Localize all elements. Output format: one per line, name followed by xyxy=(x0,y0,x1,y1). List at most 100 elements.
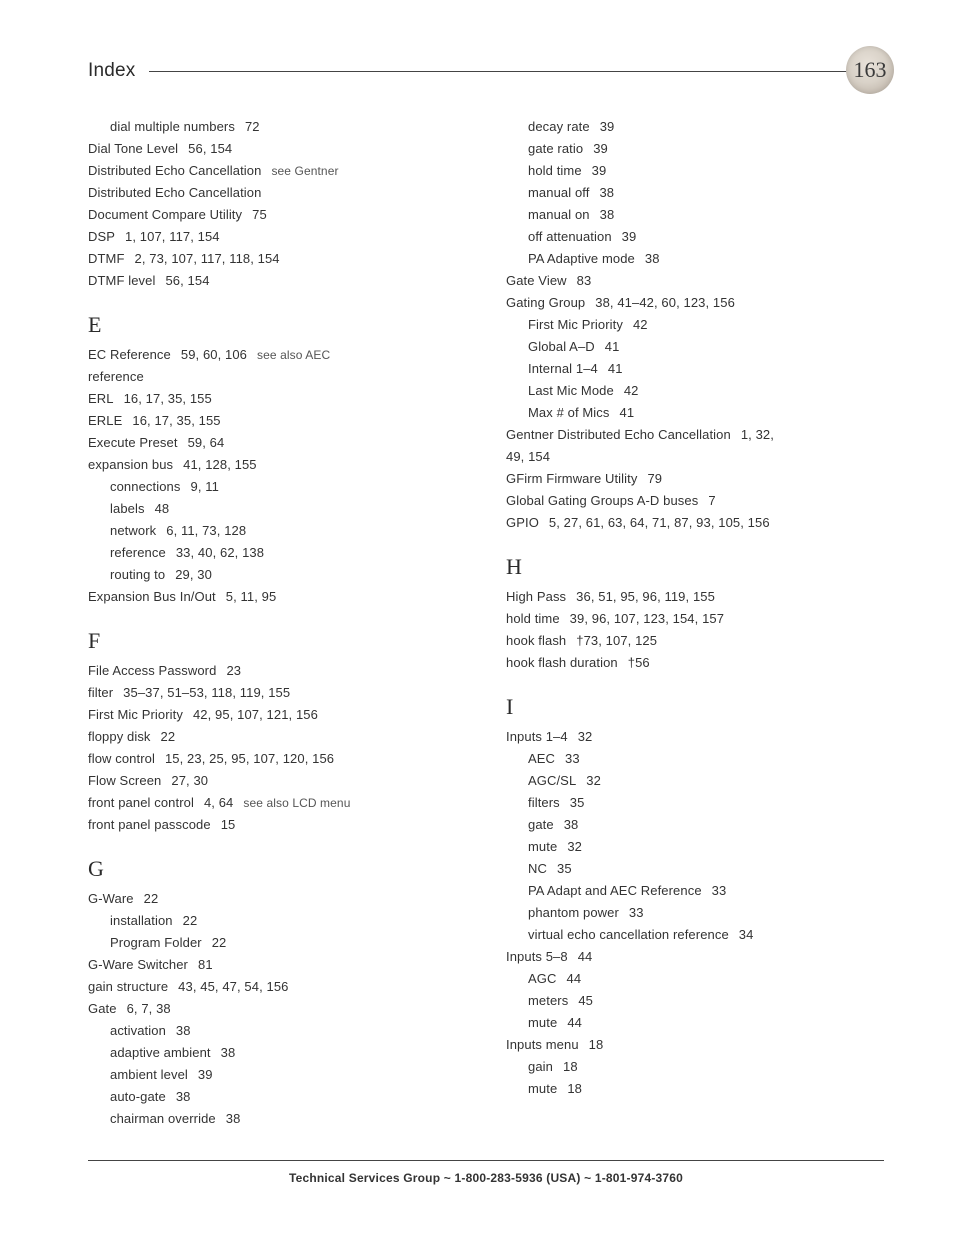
index-subentry: First Mic Priority42 xyxy=(506,314,884,336)
index-term: DTMF level xyxy=(88,273,155,288)
index-subentry: auto-gate38 xyxy=(88,1086,466,1108)
index-entry: Gentner Distributed Echo Cancellation1, … xyxy=(506,424,884,446)
index-pages: 44 xyxy=(566,971,581,986)
index-pages: 4, 64 xyxy=(204,795,233,810)
index-entry: expansion bus 41, 128, 155 xyxy=(88,454,466,476)
index-entry: hook flash duration†56 xyxy=(506,652,884,674)
index-pages: 1, 107, 117, 154 xyxy=(125,229,220,244)
index-term: hook flash duration xyxy=(506,655,618,670)
index-term: Inputs 1–4 xyxy=(506,729,568,744)
index-entry: filter 35–37, 51–53, 118, 119, 155 xyxy=(88,682,466,704)
index-term: Dial Tone Level xyxy=(88,141,178,156)
index-term: hold time xyxy=(528,163,582,178)
index-pages: 33 xyxy=(712,883,727,898)
index-term: First Mic Priority xyxy=(88,707,183,722)
index-subentry: off attenuation39 xyxy=(506,226,884,248)
index-term: Program Folder xyxy=(110,935,202,950)
index-subentry: gain18 xyxy=(506,1056,884,1078)
page-title: Index xyxy=(88,60,135,82)
index-term: mute xyxy=(528,839,557,854)
index-pages: 44 xyxy=(578,949,593,964)
index-term: Global A–D xyxy=(528,339,595,354)
index-subentry: chairman override38 xyxy=(88,1108,466,1130)
index-term: chairman override xyxy=(110,1111,216,1126)
index-pages: 33 xyxy=(565,751,580,766)
index-pages: 43, 45, 47, 54, 156 xyxy=(178,979,288,994)
index-subentry: routing to29, 30 xyxy=(88,564,466,586)
index-pages: 45 xyxy=(578,993,593,1008)
index-pages: 75 xyxy=(252,207,267,222)
index-pages: 42 xyxy=(624,383,639,398)
index-pages: 42, 95, 107, 121, 156 xyxy=(193,707,318,722)
index-entry: G-Ware22 xyxy=(88,888,466,910)
index-term: routing to xyxy=(110,567,165,582)
index-entry: front panel control4, 64see also LCD men… xyxy=(88,792,466,814)
index-term: front panel passcode xyxy=(88,817,211,832)
index-pages: 56, 154 xyxy=(188,141,232,156)
index-term: AGC xyxy=(528,971,556,986)
index-subentry: gate38 xyxy=(506,814,884,836)
index-entry: Inputs menu18 xyxy=(506,1034,884,1056)
index-pages: 38, 41–42, 60, 123, 156 xyxy=(595,295,735,310)
index-entry: DTMF level 56, 154 xyxy=(88,270,466,292)
index-term: filter xyxy=(88,685,113,700)
index-subentry: Internal 1–441 xyxy=(506,358,884,380)
index-entry: Inputs 5–844 xyxy=(506,946,884,968)
index-term: expansion bus xyxy=(88,457,173,472)
index-pages: 5, 27, 61, 63, 64, 71, 87, 93, 105, 156 xyxy=(549,515,770,530)
index-term: Inputs menu xyxy=(506,1037,579,1052)
index-subentry: adaptive ambient38 xyxy=(88,1042,466,1064)
index-entry: floppy disk22 xyxy=(88,726,466,748)
index-cross-reference: see also LCD menu xyxy=(243,796,350,810)
index-term: activation xyxy=(110,1023,166,1038)
index-term: hook flash xyxy=(506,633,566,648)
index-entry: flow control15, 23, 25, 95, 107, 120, 15… xyxy=(88,748,466,770)
index-pages: 59, 60, 106 xyxy=(181,347,247,362)
index-pages: 18 xyxy=(563,1059,578,1074)
index-entry: DSP1, 107, 117, 154 xyxy=(88,226,466,248)
index-column-right: decay rate39gate ratio39hold time39manua… xyxy=(506,116,884,1130)
index-subentry: AGC/SL32 xyxy=(506,770,884,792)
index-pages: 81 xyxy=(198,957,213,972)
index-pages: †73, 107, 125 xyxy=(576,633,657,648)
index-entry: Execute Preset59, 64 xyxy=(88,432,466,454)
index-entry: gain structure43, 45, 47, 54, 156 xyxy=(88,976,466,998)
index-pages: 9, 11 xyxy=(190,479,218,494)
index-entry: hold time39, 96, 107, 123, 154, 157 xyxy=(506,608,884,630)
index-term: installation xyxy=(110,913,173,928)
index-term: manual off xyxy=(528,185,589,200)
index-term: reference xyxy=(88,369,144,384)
index-subentry: virtual echo cancellation reference34 xyxy=(506,924,884,946)
index-subentry: labels48 xyxy=(88,498,466,520)
index-subentry: network6, 11, 73, 128 xyxy=(88,520,466,542)
index-term: Execute Preset xyxy=(88,435,178,450)
index-pages: 35 xyxy=(570,795,585,810)
index-pages: 41 xyxy=(619,405,634,420)
index-term: meters xyxy=(528,993,568,1008)
index-pages: 23 xyxy=(226,663,241,678)
index-term: PA Adapt and AEC Reference xyxy=(528,883,702,898)
index-pages: 33, 40, 62, 138 xyxy=(176,545,264,560)
index-pages: 32 xyxy=(567,839,582,854)
index-pages: 35–37, 51–53, 118, 119, 155 xyxy=(123,685,290,700)
index-pages: 83 xyxy=(577,273,592,288)
index-term: Internal 1–4 xyxy=(528,361,598,376)
index-pages: 32 xyxy=(586,773,601,788)
page-header: Index 163 xyxy=(88,60,884,82)
index-entry: GFirm Firmware Utility79 xyxy=(506,468,884,490)
index-pages: 22 xyxy=(161,729,176,744)
index-pages: 56, 154 xyxy=(165,273,209,288)
index-pages: 16, 17, 35, 155 xyxy=(132,413,220,428)
index-term: connections xyxy=(110,479,180,494)
index-subentry: manual off38 xyxy=(506,182,884,204)
index-term: Flow Screen xyxy=(88,773,161,788)
index-term: ERLE xyxy=(88,413,122,428)
index-pages: 41, 128, 155 xyxy=(183,457,257,472)
index-subentry: ambient level39 xyxy=(88,1064,466,1086)
index-entry: ERL16, 17, 35, 155 xyxy=(88,388,466,410)
index-subentry: connections 9, 11 xyxy=(88,476,466,498)
index-subentry: mute18 xyxy=(506,1078,884,1100)
index-page: Index 163 dial multiple numbers72Dial To… xyxy=(0,0,954,1225)
index-term: Global Gating Groups A-D buses xyxy=(506,493,698,508)
index-term: NC xyxy=(528,861,547,876)
